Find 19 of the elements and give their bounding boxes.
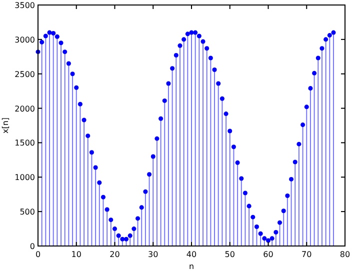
x-axis-title: n <box>188 262 194 271</box>
y-tick-label: 2500 <box>14 70 35 79</box>
y-tick-label: 3000 <box>14 35 35 44</box>
x-tick-label: 50 <box>224 250 235 259</box>
x-tick-label: 70 <box>302 250 312 259</box>
x-tick-label: 10 <box>71 250 82 259</box>
y-tick-label: 1500 <box>14 138 35 148</box>
x-tick-label: 0 <box>35 250 41 259</box>
x-tick-label: 20 <box>110 250 120 259</box>
y-tick-label: 500 <box>20 208 35 217</box>
y-tick-label: 1000 <box>14 173 35 182</box>
x-tick-label: 40 <box>186 250 197 259</box>
x-tick-label: 30 <box>148 250 158 259</box>
y-tick-label: 3500 <box>14 1 35 10</box>
y-tick-label: 2000 <box>14 104 35 114</box>
y-tick-label: 0 <box>30 242 35 251</box>
y-axis-title: x[n] <box>1 117 10 134</box>
x-tick-label: 80 <box>340 250 350 259</box>
x-tick-label: 60 <box>263 250 274 259</box>
